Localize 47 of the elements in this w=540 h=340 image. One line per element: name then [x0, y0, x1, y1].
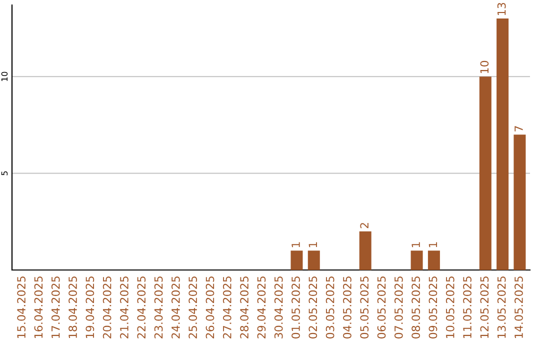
- x-tick-label: 07.05.2025: [394, 276, 403, 338]
- x-tick-label: 22.04.2025: [137, 276, 146, 338]
- x-tick-label: 30.04.2025: [274, 276, 283, 338]
- bar: [290, 250, 303, 270]
- data-label: 1: [308, 242, 317, 248]
- data-label: 13: [497, 2, 506, 15]
- data-label: 7: [514, 126, 523, 132]
- bar: [479, 76, 492, 270]
- x-tick-label: 02.05.2025: [308, 276, 318, 338]
- x-tick-label: 03.05.2025: [326, 276, 334, 338]
- x-tick-label: 09.05.2025: [428, 276, 438, 338]
- x-tick-label: 01.05.2025: [292, 276, 300, 338]
- x-tick-label: 24.04.2025: [171, 276, 180, 338]
- bar: [496, 18, 509, 270]
- x-tick-label: 08.05.2025: [412, 276, 420, 338]
- x-tick-label: 17.04.2025: [51, 276, 60, 338]
- x-tick-label: 19.04.2025: [86, 276, 94, 338]
- bar: [428, 250, 440, 270]
- data-label: 10: [480, 60, 489, 74]
- bar: [308, 250, 320, 270]
- x-tick-label: 25.04.2025: [188, 276, 198, 338]
- data-label: 1: [428, 242, 438, 248]
- data-label: 1: [412, 242, 420, 248]
- y-tick-label: 5: [1, 171, 8, 176]
- x-tick-label: 15.04.2025: [17, 276, 26, 338]
- x-tick-label: 21.04.2025: [120, 276, 128, 338]
- x-tick-label: 16.04.2025: [34, 276, 43, 338]
- x-tick-label: 23.04.2025: [154, 276, 163, 338]
- x-tick-label: 20.04.2025: [102, 276, 112, 338]
- bar: [410, 250, 423, 270]
- x-tick-label: 04.05.2025: [343, 276, 352, 338]
- data-label: 1: [292, 242, 300, 248]
- x-tick-label: 10.05.2025: [446, 276, 454, 338]
- bar: [514, 134, 526, 270]
- x-tick-label: 28.04.2025: [240, 276, 248, 338]
- x-tick-label: 18.04.2025: [68, 276, 77, 338]
- x-tick-label: 27.04.2025: [222, 276, 232, 338]
- x-tick-label: 05.05.2025: [360, 276, 369, 338]
- x-tick-label: 13.05.2025: [497, 276, 506, 338]
- x-tick-label: 12.05.2025: [480, 276, 489, 338]
- x-tick-label: 26.04.2025: [206, 276, 214, 338]
- x-tick-label: 14.05.2025: [514, 276, 523, 338]
- x-tick-label: 29.04.2025: [257, 276, 266, 338]
- x-tick-label: 11.05.2025: [463, 276, 472, 338]
- x-tick-label: 06.05.2025: [377, 276, 386, 338]
- bar: [359, 231, 372, 270]
- data-label: 2: [360, 223, 368, 228]
